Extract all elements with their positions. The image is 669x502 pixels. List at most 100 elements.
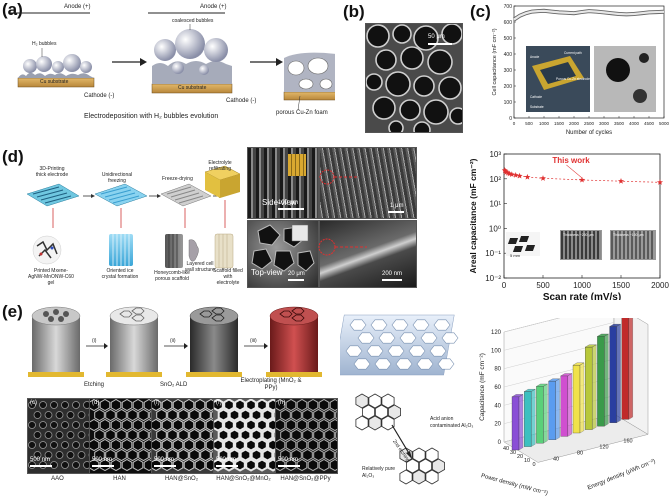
e-sem-image-3: (f) 500 nm [151, 398, 214, 474]
e-sem-cell [228, 448, 241, 462]
d-chart-inset-sem-1: Thickness ~200 μm [560, 230, 602, 260]
e-sem-cell [329, 438, 337, 452]
e-sem-cell [223, 399, 235, 412]
e-sem-cell [105, 408, 116, 422]
d-xtick-label: 500 [536, 281, 550, 290]
e-hex-cell [412, 447, 426, 463]
e-ztick-label: 40 [494, 403, 501, 409]
d-chart-inset-photo [506, 232, 540, 256]
anode-label-1: Anode (+) [64, 4, 91, 10]
e-sem-cell [194, 458, 206, 472]
e-sem-pore [72, 421, 80, 429]
c-xtick-label: 1500 [554, 121, 565, 126]
d-data-point [502, 168, 509, 174]
e-hex-cell [432, 458, 445, 474]
e-sem-cell [318, 399, 330, 412]
d-stage-3: Honeycomb-like porous scaffold [154, 270, 190, 282]
panel-b-sem-image: 50 μm [365, 23, 463, 133]
d-sem-scale-bar-2 [388, 211, 404, 213]
e-sem-cell [205, 458, 213, 472]
e-sem-cell [245, 438, 257, 452]
d-ytick-label: 10⁻² [485, 274, 501, 283]
e-sem-cell [234, 458, 246, 472]
e-sem-cell [211, 430, 213, 440]
e-sem-cell [149, 410, 151, 420]
e-bar-side [555, 378, 560, 441]
e-block-sno2 [186, 306, 242, 377]
e-sem-cell [234, 418, 246, 432]
porous-foam-label: porous Cu-Zn foam [276, 110, 328, 116]
e-sem-cell [90, 399, 100, 412]
e-sem-cell [313, 408, 324, 422]
e-bar [548, 380, 556, 440]
e-sem-pore [61, 421, 69, 429]
e-sem-cell [132, 399, 144, 412]
e-sem-cell [276, 438, 286, 452]
e-sem-cell [234, 399, 246, 412]
e-hex-cell [355, 415, 369, 431]
d-sem-side-left: 100 μm [247, 147, 319, 219]
c-inset-electrode-inner [540, 62, 576, 84]
e-ztick-label: 20 [494, 422, 501, 428]
e-bar [621, 318, 629, 420]
e-sem-pattern [214, 399, 275, 472]
e-sem-cell [189, 448, 200, 462]
d-inset-thickness-2: Thickness ~100 μm [613, 233, 644, 237]
e-sem-cell [143, 458, 151, 472]
e-honeycomb-cell [429, 345, 447, 357]
c-xtick-label: 3000 [599, 121, 610, 126]
e-sem-cell [152, 438, 162, 452]
panel-b-tag: (b) [343, 2, 365, 21]
c-inset-label-substrate: Substrate [530, 105, 544, 109]
e-sem-cell [143, 438, 151, 452]
e-sem-cell [329, 399, 337, 412]
e-sem-cell [110, 418, 122, 432]
c-xlabel: Number of cycles [566, 130, 612, 136]
c-ytick-label: 700 [504, 4, 513, 10]
e-sem-pattern [152, 399, 213, 472]
e-sem-pore [39, 401, 47, 409]
panel-e-schematic [28, 306, 322, 377]
panel-d-chart: 10⁻² 10⁻¹ 10⁰ 10¹ 10² 10³ 0 500 1000 1500 2000 Scan… [468, 150, 669, 300]
c-inset-label-anode: Anode [530, 55, 539, 59]
e-bar-top [548, 378, 561, 382]
e-sem-pore [66, 431, 75, 439]
e-honeycomb-cell [437, 358, 455, 370]
d-data-point [516, 172, 523, 179]
e-honeycomb-cell [412, 319, 430, 331]
e-sem-pore [83, 401, 89, 409]
e-sem-cell [267, 438, 275, 452]
e-block-aao [28, 306, 84, 377]
panel-a-caption: Electrodeposition with H₂ bubbles evolut… [84, 113, 219, 120]
e-ytick-label: 40 [553, 456, 559, 462]
e-sem-cell [256, 399, 268, 412]
e-sem-cell [172, 438, 184, 452]
e-sem-cell [183, 399, 195, 412]
e-sem-cell [214, 399, 224, 412]
e-sem-cell [318, 438, 330, 452]
d-sem-top-left: 20 μm [247, 220, 319, 288]
e-sem-cell [121, 418, 133, 432]
e-sem-cell [183, 458, 195, 472]
e-sem-cell [94, 428, 105, 442]
e-xtick-label: 30 [510, 450, 516, 456]
e-honeycomb-cell [378, 332, 396, 344]
e-bar-top [523, 389, 536, 392]
e-bar-side [518, 394, 524, 451]
e-sem-pore [44, 451, 53, 459]
d-data-point [578, 176, 586, 183]
e-sem-caption: HAN [113, 476, 126, 482]
e-sem-pattern [28, 401, 89, 469]
coalesced-label: coalesced bubbles [172, 18, 214, 24]
e-block-han [106, 306, 162, 377]
e-sem-cell [318, 418, 330, 432]
e-honeycomb-cell [441, 332, 459, 344]
e-sem-cell [291, 448, 302, 462]
h2-bubbles-label: H₂ bubbles [32, 41, 57, 47]
e-sem-cell [329, 458, 337, 472]
e-sem-cell [250, 428, 263, 442]
e-sem-cell [161, 438, 173, 452]
d-sem-side-right: 1 μm [319, 147, 417, 219]
e-sem-cell [132, 418, 144, 432]
e-sem-cell [110, 438, 122, 452]
